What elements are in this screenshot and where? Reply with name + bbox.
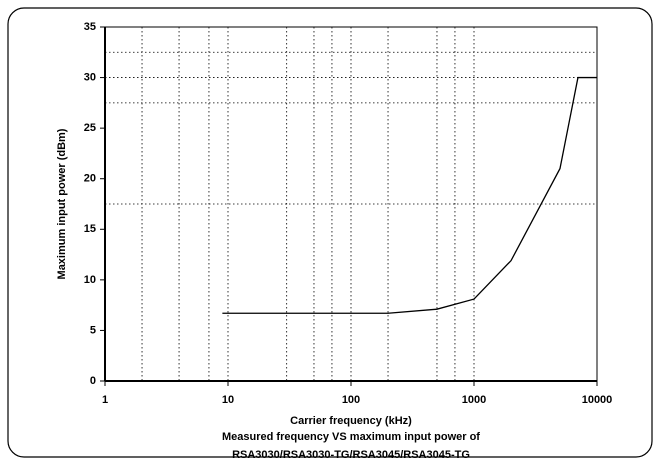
x-tick-label: 10000: [582, 394, 613, 406]
y-tick-label: 35: [84, 21, 96, 33]
caption: RSA3030/RSA3030-TG/RSA3045/RSA3045-TG: [232, 449, 470, 461]
x-tick-label: 1000: [462, 394, 486, 406]
x-tick-label: 1: [102, 394, 108, 406]
x-tick-label: 100: [342, 394, 360, 406]
y-tick-label: 20: [84, 173, 96, 185]
x-axis-label: Carrier frequency (kHz): [290, 415, 412, 427]
y-axis-label: Maximum input power (dBm): [56, 128, 68, 279]
x-tick-label: 10: [222, 394, 234, 406]
y-tick-label: 0: [90, 375, 96, 387]
y-tick-label: 5: [90, 324, 96, 336]
frame: [7, 7, 653, 458]
y-tick-label: 25: [84, 122, 96, 134]
y-tick-label: 15: [84, 223, 96, 235]
y-tick-label: 30: [84, 71, 96, 83]
data-line: [222, 76, 597, 314]
caption: Measured frequency VS maximum input powe…: [222, 431, 480, 443]
y-tick-label: 10: [84, 274, 96, 286]
